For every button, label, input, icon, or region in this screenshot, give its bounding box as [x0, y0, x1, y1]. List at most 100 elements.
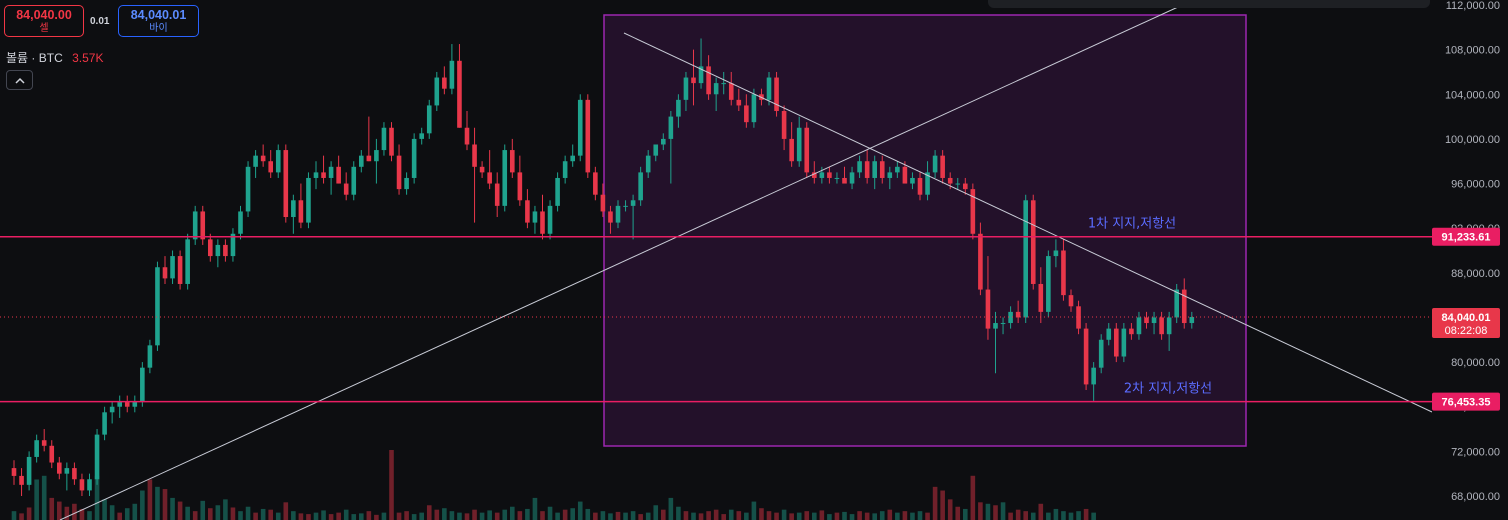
candle-body[interactable]: [343, 183, 349, 195]
candle-body[interactable]: [872, 161, 877, 178]
candle-body[interactable]: [336, 166, 341, 184]
candle-body[interactable]: [532, 211, 538, 223]
candle-body[interactable]: [117, 401, 122, 407]
candle-body[interactable]: [283, 150, 289, 218]
candle-body[interactable]: [600, 194, 606, 212]
candle-body[interactable]: [215, 244, 221, 257]
candle-body[interactable]: [645, 155, 651, 173]
candle-body[interactable]: [1030, 200, 1036, 284]
candle-body[interactable]: [751, 94, 757, 123]
candle-body[interactable]: [328, 166, 334, 178]
candle-body[interactable]: [774, 77, 779, 112]
candle-body[interactable]: [109, 406, 115, 413]
candle-body[interactable]: [736, 99, 742, 106]
candle-body[interactable]: [321, 172, 326, 178]
candle-body[interactable]: [57, 462, 62, 474]
candle-body[interactable]: [1151, 317, 1157, 324]
candle-body[interactable]: [64, 468, 70, 474]
candle-body[interactable]: [970, 189, 976, 234]
candle-body[interactable]: [1061, 250, 1066, 296]
downtrend-line[interactable]: [623, 32, 1433, 413]
candle-body[interactable]: [1023, 200, 1028, 318]
candle-body[interactable]: [389, 127, 394, 156]
candle-body[interactable]: [359, 155, 364, 167]
candle-body[interactable]: [185, 239, 190, 284]
candle-body[interactable]: [827, 172, 832, 178]
candle-body[interactable]: [1166, 317, 1172, 335]
candle-body[interactable]: [49, 445, 55, 463]
candle-body[interactable]: [1114, 328, 1119, 357]
candle-body[interactable]: [208, 239, 213, 257]
candle-body[interactable]: [464, 127, 470, 145]
candle-body[interactable]: [993, 323, 998, 329]
candle-body[interactable]: [434, 77, 440, 106]
highlight-box[interactable]: [603, 14, 1247, 447]
candle-body[interactable]: [963, 183, 968, 190]
candle-body[interactable]: [562, 161, 568, 178]
sell-button[interactable]: 84,040.00 셀: [4, 5, 84, 37]
candle-body[interactable]: [917, 177, 923, 195]
candle-body[interactable]: [502, 150, 508, 206]
candle-body[interactable]: [812, 172, 817, 178]
candle-body[interactable]: [87, 479, 92, 491]
candle-body[interactable]: [1038, 283, 1044, 312]
candle-body[interactable]: [1068, 295, 1074, 307]
candle-body[interactable]: [374, 150, 379, 162]
candle-body[interactable]: [540, 211, 545, 234]
candle-body[interactable]: [653, 144, 659, 156]
candle-body[interactable]: [547, 205, 553, 234]
candle-body[interactable]: [910, 177, 915, 184]
candle-body[interactable]: [419, 133, 424, 139]
candle-body[interactable]: [268, 161, 273, 173]
candle-body[interactable]: [555, 177, 560, 206]
candle-body[interactable]: [728, 83, 734, 100]
candle-body[interactable]: [615, 205, 621, 223]
candle-body[interactable]: [713, 83, 719, 95]
collapse-button[interactable]: [6, 70, 33, 90]
candle-body[interactable]: [932, 155, 938, 173]
candle-body[interactable]: [1159, 317, 1164, 335]
candle-body[interactable]: [985, 289, 991, 329]
candle-body[interactable]: [517, 172, 523, 201]
candle-body[interactable]: [1106, 328, 1112, 340]
candle-body[interactable]: [570, 155, 575, 162]
candle-body[interactable]: [147, 345, 153, 368]
candle-body[interactable]: [593, 172, 598, 195]
candle-body[interactable]: [170, 256, 175, 279]
candle-body[interactable]: [676, 99, 681, 117]
candle-body[interactable]: [72, 468, 77, 480]
candle-body[interactable]: [638, 172, 643, 201]
candle-body[interactable]: [41, 440, 47, 446]
candle-body[interactable]: [887, 172, 893, 178]
candle-body[interactable]: [804, 127, 810, 173]
candle-body[interactable]: [766, 77, 772, 100]
candle-body[interactable]: [155, 267, 160, 346]
candle-body[interactable]: [260, 155, 266, 162]
candle-body[interactable]: [1121, 328, 1127, 357]
candle-body[interactable]: [940, 155, 945, 178]
candle-body[interactable]: [585, 99, 591, 173]
candle-body[interactable]: [396, 155, 402, 190]
candle-body[interactable]: [381, 127, 387, 151]
candle-body[interactable]: [26, 456, 32, 485]
candle-body[interactable]: [200, 211, 206, 240]
candle-body[interactable]: [925, 172, 930, 195]
candle-body[interactable]: [623, 205, 628, 207]
candle-body[interactable]: [306, 177, 311, 223]
candle-body[interactable]: [238, 211, 243, 234]
candle-body[interactable]: [457, 60, 462, 128]
candle-body[interactable]: [1091, 367, 1096, 385]
candle-body[interactable]: [449, 60, 455, 89]
candle-body[interactable]: [1053, 250, 1059, 257]
candle-body[interactable]: [902, 166, 908, 184]
candle-body[interactable]: [1098, 339, 1104, 368]
candle-body[interactable]: [366, 155, 372, 162]
candle-body[interactable]: [955, 183, 961, 185]
candle-body[interactable]: [1008, 311, 1013, 324]
candle-body[interactable]: [494, 183, 500, 206]
candle-body[interactable]: [1181, 289, 1187, 324]
candle-body[interactable]: [426, 105, 432, 134]
candle-body[interactable]: [124, 401, 130, 407]
candle-body[interactable]: [510, 150, 515, 173]
